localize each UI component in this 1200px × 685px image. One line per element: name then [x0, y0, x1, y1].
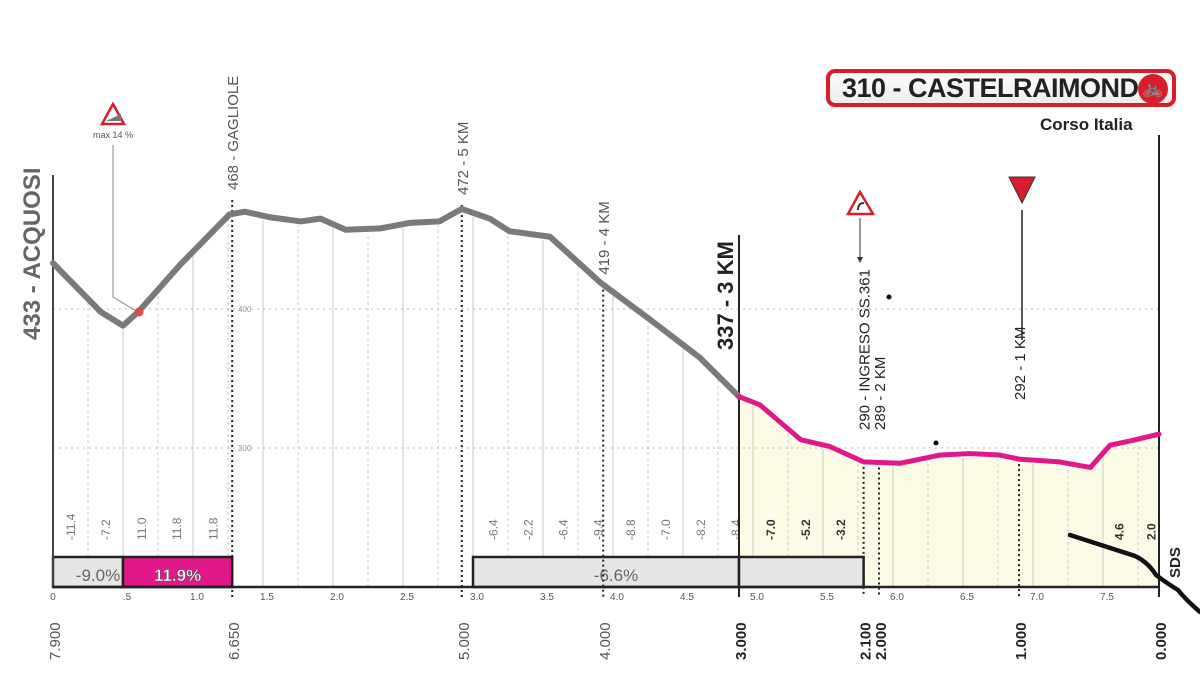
distance-to-go-label: 0.000 [1153, 622, 1170, 660]
x-tick-label: .5 [123, 592, 132, 603]
gradient-value: -7.0 [764, 519, 778, 540]
max-gradient-point [134, 307, 144, 317]
x-tick-label: 6.5 [960, 592, 974, 603]
x-tick-label: 6.0 [890, 592, 904, 603]
waypoint-label: 289 - 2 KM [872, 357, 889, 430]
waypoint-label: 290 - INGRESO SS.361 [857, 269, 874, 430]
final-km-fill [739, 396, 1159, 587]
gradient-value: -2.2 [522, 519, 536, 540]
gradient-segment-label: -6.6% [594, 566, 638, 585]
gradient-segment-label: 11.9% [154, 566, 201, 585]
bicycle-finish-icon: 🚲 [1138, 74, 1168, 104]
side-annotation: SDS [1167, 547, 1184, 578]
distance-to-go-label: 5.000 [456, 622, 473, 660]
marker-dot [933, 440, 939, 446]
x-tick-label: 4.5 [680, 592, 694, 603]
gradient-value: 11.8 [207, 517, 221, 540]
elevation-profile-line [50, 205, 742, 400]
distance-to-go-label: 2.100 [858, 622, 875, 660]
arrow-head-icon [857, 257, 863, 263]
gradient-segment-box [737, 555, 865, 589]
gradient-value: 2.0 [1145, 523, 1159, 540]
finish-street: Corso Italia [1040, 115, 1133, 134]
x-tick-label: 7.5 [1100, 592, 1114, 603]
gradient-segment-box [471, 555, 741, 589]
start-distance-label: 7.900 [47, 622, 64, 660]
x-tick-label: 2.0 [330, 592, 344, 603]
gradient-value: -8.8 [624, 519, 638, 540]
y-tick-label: 300 [238, 444, 252, 453]
gradient-value: -11.4 [64, 513, 78, 540]
gradient-value: -7.2 [99, 519, 113, 540]
x-tick-label: 2.5 [400, 592, 414, 603]
y-tick-label: 400 [238, 305, 252, 314]
gradient-value: -6.4 [557, 519, 571, 540]
waypoint-label: 337 - 3 KM [713, 241, 738, 350]
waypoint-label: 472 - 5 KM [455, 122, 472, 195]
distance-to-go-label: 6.650 [226, 622, 243, 660]
flamme-rouge-icon [1008, 176, 1036, 205]
steep-climb-warning-glyph [106, 114, 121, 121]
final-km-profile-line [736, 394, 1162, 470]
distance-to-go-label: 3.000 [733, 622, 750, 660]
distance-to-go-label: 4.000 [597, 622, 614, 660]
x-tick-label: 4.0 [610, 592, 624, 603]
x-tick-label: 3.0 [470, 592, 484, 603]
waypoint-label: 419 - 4 KM [596, 201, 613, 274]
curve-warning-glyph [857, 202, 865, 211]
gradient-value: -6.4 [487, 519, 501, 540]
x-tick-label: 1.5 [260, 592, 274, 603]
gradient-value: -9.4 [592, 519, 606, 540]
finish-title: 310 - CASTELRAIMONDO [842, 72, 1160, 103]
x-tick-label: 1.0 [190, 592, 204, 603]
distance-to-go-label: 2.000 [873, 622, 890, 660]
gradient-value: -8.4 [729, 519, 743, 540]
gradient-value: -7.0 [659, 519, 673, 540]
max-gradient-label: max 14 % [93, 130, 133, 140]
waypoint-label: 468 - GAGLIOLE [225, 76, 242, 190]
start-label: 433 - ACQUOSI [19, 168, 46, 341]
gradient-value: -5.2 [799, 519, 813, 540]
x-tick-label: 5.0 [750, 592, 764, 603]
x-tick-label: 7.0 [1030, 592, 1044, 603]
gradient-value: -3.2 [834, 519, 848, 540]
gradient-value: -8.2 [694, 519, 708, 540]
gradient-value: 11.0 [135, 517, 149, 540]
finish-label-box: 310 - CASTELRAIMONDO 🚲 [826, 69, 1176, 107]
x-tick-label: 3.5 [540, 592, 554, 603]
x-tick-label: 0 [50, 592, 56, 603]
gradient-segment-label: -9.0% [76, 566, 120, 585]
gradient-value: 11.8 [170, 517, 184, 540]
gradient-value: 4.6 [1112, 523, 1126, 540]
marker-dot [886, 294, 892, 300]
distance-to-go-label: 1.000 [1013, 622, 1030, 660]
waypoint-label: 292 - 1 KM [1012, 327, 1029, 400]
x-tick-label: 5.5 [820, 592, 834, 603]
hand-drawn-annotation [1067, 532, 1200, 615]
max-gradient-pointer [112, 145, 139, 313]
